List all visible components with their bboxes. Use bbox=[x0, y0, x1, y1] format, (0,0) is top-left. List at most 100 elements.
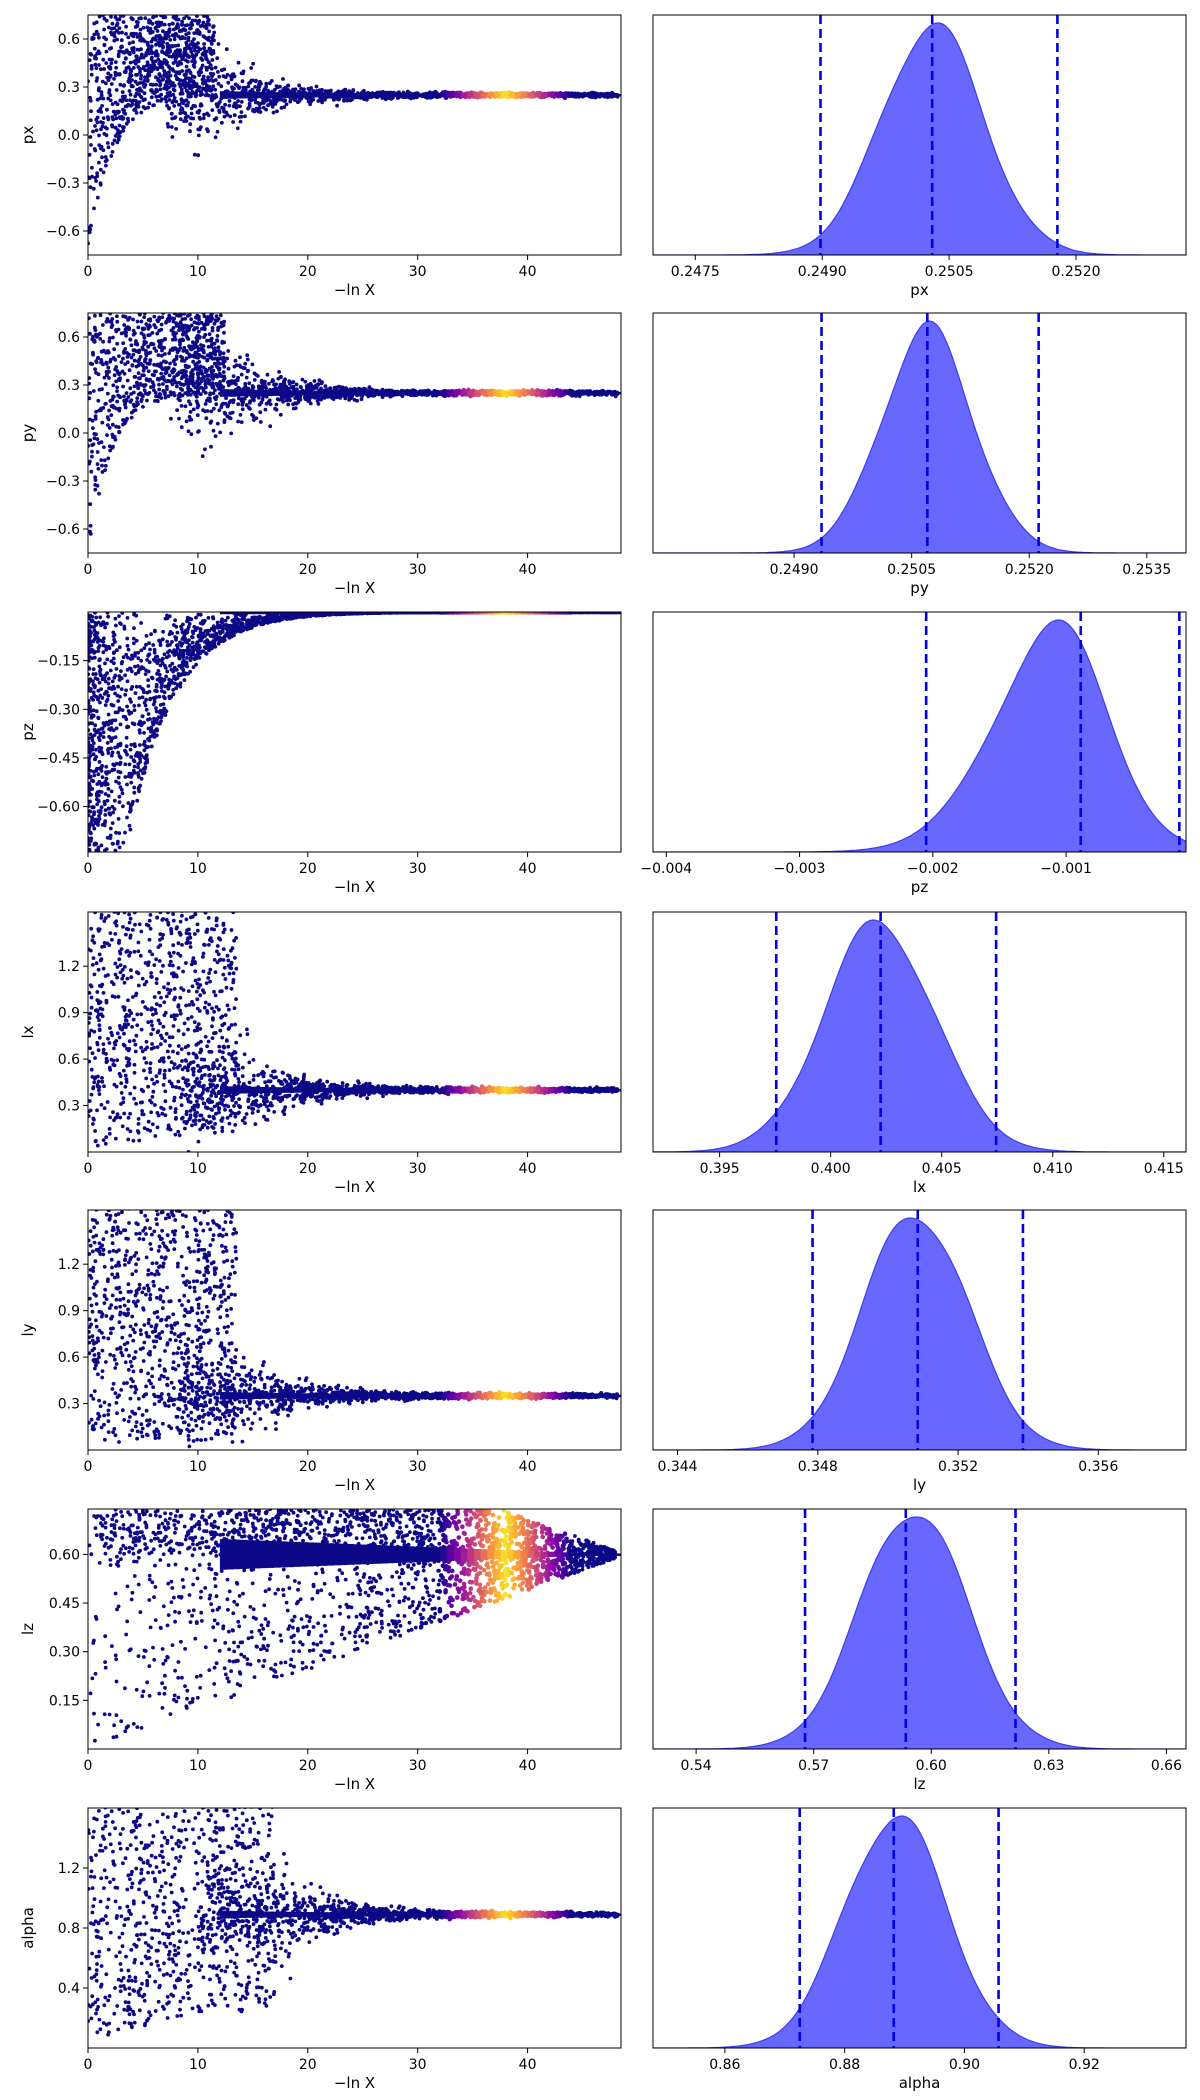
trace-point bbox=[105, 107, 109, 112]
trace-point bbox=[182, 99, 186, 103]
trace-point bbox=[209, 87, 214, 92]
trace-point bbox=[208, 399, 212, 403]
trace-point bbox=[126, 116, 130, 121]
trace-point bbox=[209, 409, 214, 414]
trace-point bbox=[284, 384, 288, 389]
trace-point bbox=[257, 402, 262, 407]
trace-point bbox=[157, 315, 162, 320]
trace-point bbox=[152, 346, 157, 351]
trace-point bbox=[229, 379, 234, 383]
trace-point bbox=[228, 114, 233, 119]
trace-point bbox=[145, 25, 150, 30]
trace-point bbox=[468, 393, 473, 399]
trace-point bbox=[290, 380, 295, 385]
trace-point bbox=[178, 320, 183, 325]
band-segment bbox=[527, 93, 535, 97]
trace-point bbox=[190, 353, 195, 358]
trace-point bbox=[154, 369, 158, 374]
trace-point bbox=[181, 110, 186, 115]
trace-point bbox=[269, 101, 274, 106]
trace-point bbox=[157, 94, 162, 99]
trace-point bbox=[207, 29, 212, 34]
trace-point bbox=[271, 110, 276, 115]
trace-point bbox=[123, 347, 128, 351]
trace-point bbox=[205, 57, 209, 62]
trace-point bbox=[107, 25, 111, 30]
trace-point bbox=[405, 89, 410, 94]
trace-point bbox=[203, 385, 208, 390]
trace-points bbox=[88, 313, 620, 536]
trace-point bbox=[93, 416, 98, 421]
trace-point bbox=[161, 45, 165, 50]
trace-point bbox=[165, 73, 170, 78]
trace-point bbox=[232, 364, 237, 369]
trace-point bbox=[199, 343, 203, 347]
trace-point bbox=[137, 88, 142, 93]
trace-point bbox=[186, 384, 191, 389]
trace-point bbox=[144, 340, 149, 345]
trace-point bbox=[117, 26, 122, 30]
band-segment bbox=[326, 390, 335, 396]
band-segment bbox=[507, 93, 515, 97]
trace-point bbox=[180, 326, 184, 331]
trace-point bbox=[159, 15, 163, 18]
trace-point bbox=[88, 523, 93, 528]
trace-point bbox=[187, 364, 191, 369]
trace-point bbox=[111, 444, 115, 449]
trace-point bbox=[158, 82, 163, 86]
trace-point bbox=[160, 348, 164, 353]
band-segment bbox=[393, 391, 401, 395]
trace-point bbox=[163, 395, 168, 400]
trace-point bbox=[182, 53, 187, 58]
trace-point bbox=[204, 416, 209, 421]
trace-point bbox=[284, 398, 289, 403]
trace-point bbox=[286, 88, 290, 92]
trace-point bbox=[210, 313, 214, 316]
trace-point bbox=[136, 20, 140, 25]
band-segment bbox=[473, 93, 482, 97]
trace-point bbox=[99, 127, 103, 132]
trace-point bbox=[174, 15, 179, 19]
trace-point bbox=[185, 114, 189, 119]
trace-point bbox=[196, 110, 201, 115]
trace-point bbox=[217, 408, 222, 413]
trace-point bbox=[110, 432, 115, 437]
trace-point bbox=[131, 328, 136, 333]
trace-point bbox=[322, 396, 327, 400]
trace-point bbox=[196, 41, 200, 45]
trace-point bbox=[222, 114, 227, 119]
y-axis-label: px bbox=[19, 126, 37, 145]
trace-point bbox=[202, 46, 207, 50]
trace-point bbox=[100, 79, 105, 84]
trace-point bbox=[259, 378, 264, 383]
trace-point bbox=[98, 313, 103, 318]
trace-point bbox=[205, 15, 210, 19]
band-segment bbox=[427, 391, 435, 395]
trace-point bbox=[282, 379, 287, 383]
trace-point bbox=[123, 402, 127, 407]
trace-point bbox=[138, 70, 142, 75]
trace-point bbox=[222, 376, 227, 381]
trace-point bbox=[320, 87, 324, 92]
trace-point bbox=[106, 793, 111, 798]
trace-point bbox=[180, 19, 185, 24]
trace-point bbox=[198, 125, 203, 129]
trace-point bbox=[341, 88, 346, 93]
trace-point bbox=[115, 37, 119, 42]
trace-point bbox=[132, 107, 137, 112]
trace-point bbox=[128, 400, 133, 404]
trace-point bbox=[111, 394, 115, 399]
trace-point bbox=[201, 74, 206, 79]
trace-point bbox=[284, 102, 289, 107]
trace-point bbox=[127, 368, 132, 373]
trace-point bbox=[105, 391, 110, 396]
trace-point bbox=[187, 16, 192, 21]
trace-point bbox=[220, 120, 224, 125]
trace-point bbox=[88, 332, 92, 336]
trace-point bbox=[102, 458, 107, 463]
trace-point bbox=[238, 365, 243, 369]
trace-point bbox=[197, 317, 202, 322]
trace-point bbox=[187, 325, 192, 329]
trace-point bbox=[187, 381, 192, 385]
trace-point bbox=[215, 56, 220, 61]
